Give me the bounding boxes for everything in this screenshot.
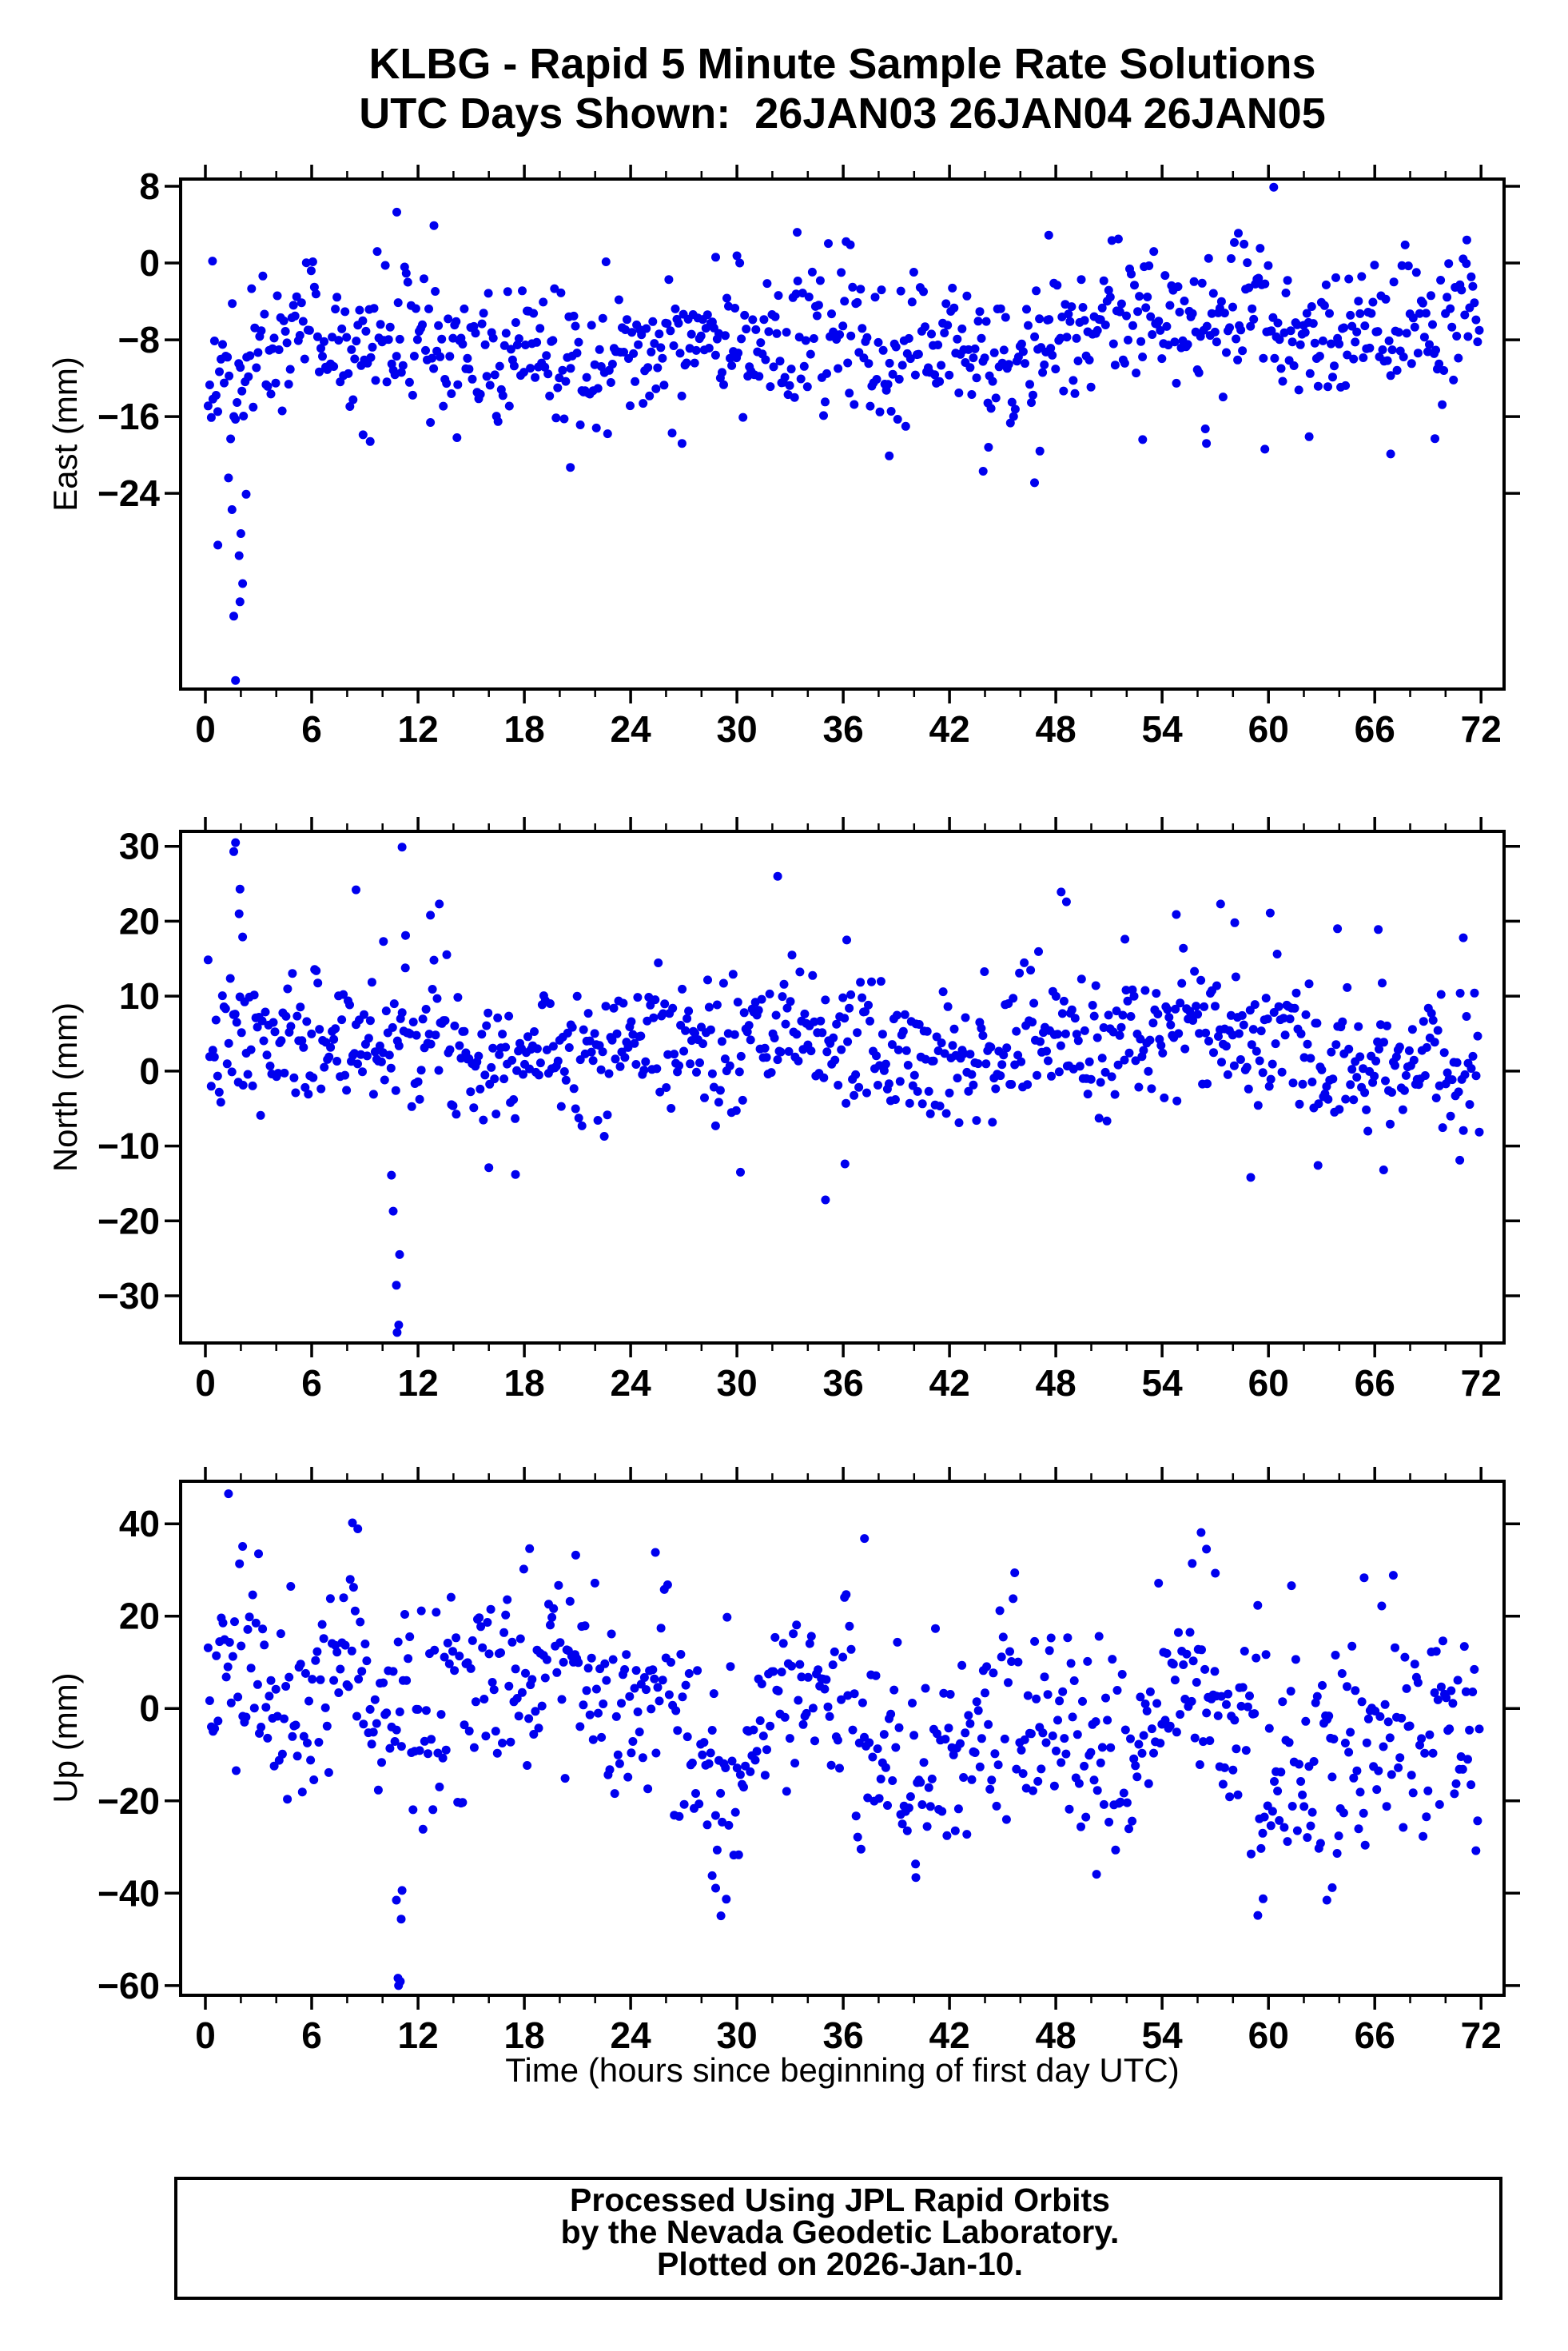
svg-text:8: 8 [139,165,160,207]
svg-text:60: 60 [1248,708,1289,750]
svg-text:54: 54 [1142,1362,1184,1404]
y-axis-title-north: North (mm) [46,1002,84,1173]
svg-text:30: 30 [717,1362,758,1404]
svg-text:30: 30 [717,2014,758,2056]
svg-text:42: 42 [929,2014,970,2056]
svg-text:−20: −20 [98,1200,160,1241]
svg-text:6: 6 [301,708,322,750]
svg-text:60: 60 [1248,1362,1289,1404]
plot-up-points [203,1489,1484,1990]
svg-text:54: 54 [1142,2014,1184,2056]
svg-text:18: 18 [504,1362,545,1404]
svg-text:30: 30 [119,826,160,867]
svg-text:48: 48 [1036,2014,1077,2056]
svg-text:20: 20 [119,1596,160,1637]
svg-text:18: 18 [504,708,545,750]
plot-north-tick-labels: 0 6 12 18 24 30 36 42 48 54 60 66 72 30 20 10 0 −10 −20 −30 [98,826,1502,1404]
plot-north-ticks [165,817,1520,1357]
page-subtitle: UTC Days Shown: 26JAN03 26JAN04 26JAN05 [359,90,1326,137]
svg-text:−20: −20 [98,1780,160,1822]
footer-line-1: Processed Using JPL Rapid Orbits [570,2182,1110,2218]
y-axis-title-east: East (mm) [46,357,84,512]
svg-text:48: 48 [1036,708,1077,750]
svg-text:0: 0 [195,708,216,750]
svg-text:12: 12 [398,2014,439,2056]
svg-text:42: 42 [929,708,970,750]
svg-text:66: 66 [1355,708,1395,750]
y-axis-title-up: Up (mm) [46,1672,84,1803]
svg-text:0: 0 [195,1362,216,1404]
svg-text:36: 36 [823,2014,864,2056]
svg-text:66: 66 [1355,2014,1395,2056]
svg-text:72: 72 [1461,2014,1502,2056]
plot-up-frame [179,1480,1506,1997]
plot-east-ticks [165,165,1520,703]
svg-text:0: 0 [139,1050,160,1092]
svg-text:6: 6 [301,2014,322,2056]
svg-text:0: 0 [195,2014,216,2056]
svg-text:−16: −16 [98,396,160,437]
plot-east-tick-labels: 0 6 12 18 24 30 36 42 48 54 60 66 72 8 0 −8 −16 −24 [98,165,1502,750]
svg-text:24: 24 [611,1362,652,1404]
plot-up: 0 6 12 18 24 30 36 42 48 54 60 66 72 40 20 0 −20 −40 −60 [98,1467,1520,2056]
footer-credit: Processed Using JPL Rapid Orbits by the … [181,2182,1499,2282]
svg-text:72: 72 [1461,1362,1502,1404]
svg-text:10: 10 [119,975,160,1017]
svg-text:30: 30 [717,708,758,750]
plot-north-points [203,838,1484,1337]
svg-text:−10: −10 [98,1126,160,1167]
svg-text:36: 36 [823,708,864,750]
svg-text:36: 36 [823,1362,864,1404]
svg-text:0: 0 [139,242,160,284]
plot-east-frame [179,177,1506,691]
svg-text:−60: −60 [98,1965,160,2006]
svg-text:20: 20 [119,900,160,942]
svg-text:−24: −24 [98,472,160,514]
plot-up-tick-labels: 0 6 12 18 24 30 36 42 48 54 60 66 72 40 20 0 −20 −40 −60 [98,1503,1502,2056]
svg-text:42: 42 [929,1362,970,1404]
svg-text:66: 66 [1355,1362,1395,1404]
svg-text:48: 48 [1036,1362,1077,1404]
plot-north: 0 6 12 18 24 30 36 42 48 54 60 66 72 30 20 10 0 −10 −20 −30 [98,817,1520,1404]
plot-east-points [203,182,1484,685]
svg-text:40: 40 [119,1503,160,1544]
svg-text:6: 6 [301,1362,322,1404]
x-axis-title: Time (hours since beginning of first day… [505,2051,1180,2089]
svg-text:24: 24 [611,708,652,750]
footer-line-2: by the Nevada Geodetic Laboratory. [560,2214,1120,2250]
plot-up-ticks [165,1467,1520,2010]
plot-east: 0 6 12 18 24 30 36 42 48 54 60 66 72 8 0 −8 −16 −24 [98,165,1520,750]
svg-text:−40: −40 [98,1872,160,1914]
svg-text:−30: −30 [98,1275,160,1317]
svg-text:24: 24 [611,2014,652,2056]
footer-line-3: Plotted on 2026-Jan-10. [657,2245,1023,2282]
svg-text:12: 12 [398,708,439,750]
svg-text:12: 12 [398,1362,439,1404]
svg-text:−8: −8 [118,319,160,361]
svg-text:54: 54 [1142,708,1184,750]
page-title: KLBG - Rapid 5 Minute Sample Rate Soluti… [368,40,1316,88]
svg-text:0: 0 [139,1688,160,1729]
footer-box [174,2177,1502,2300]
svg-text:18: 18 [504,2014,545,2056]
svg-text:72: 72 [1461,708,1502,750]
svg-text:60: 60 [1248,2014,1289,2056]
